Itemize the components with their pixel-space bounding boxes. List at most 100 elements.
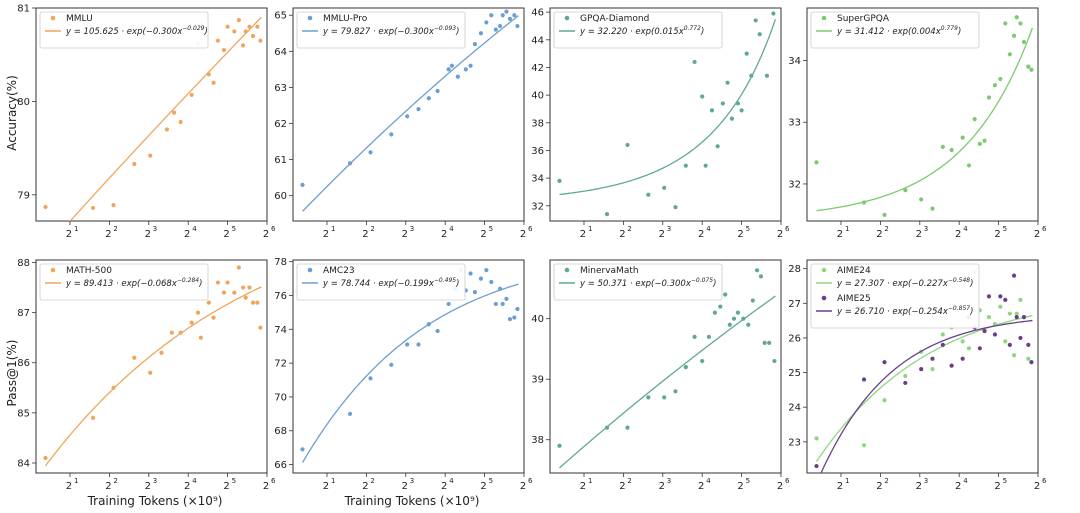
x-tick-exponent: 1 [74,477,78,485]
data-point [727,322,732,327]
x-tick-exponent: 4 [963,477,968,485]
y-tick-label: 28 [788,264,801,275]
data-point [940,332,945,337]
legend-box [296,11,466,49]
x-tick-label: 2 [402,481,408,492]
data-point [472,290,478,295]
x-tick-exponent: 6 [271,225,276,233]
x-tick-label: 2 [837,481,843,492]
plot-frame [806,259,1039,474]
plot-area [814,15,1034,217]
data-point [247,285,252,290]
data-point [478,31,484,36]
data-point [148,370,153,375]
data-point [507,317,513,322]
y-tick-label: 40 [531,91,544,102]
data-point [625,425,630,430]
x-tick-exponent: 4 [192,225,197,233]
x-tick-label: 2 [955,481,961,492]
data-point [814,160,819,165]
x-tick-exponent: 4 [706,225,711,233]
plot-area [300,268,520,463]
legend-fit-equation: y = 32.220 · exp(0.015x0.772) [579,25,704,37]
data-point [982,328,987,334]
data-point [206,300,211,305]
data-point [198,335,203,340]
fit-line [69,16,262,221]
y-tick-label: 88 [17,258,30,269]
y-tick-label: 62 [274,119,287,130]
data-point [949,363,954,368]
data-point [940,144,945,150]
data-point [446,67,451,72]
data-point [986,315,992,320]
data-point [484,268,489,273]
data-point [489,279,494,285]
data-point [646,395,651,400]
fit-line [559,19,777,196]
data-point [903,188,908,193]
data-point [731,316,737,321]
data-point [211,80,216,85]
data-point [1014,315,1019,320]
x-tick-label: 2 [994,481,1000,492]
data-point [1011,273,1017,278]
data-point [172,110,177,115]
x-tick-label: 2 [737,481,743,492]
x-tick-label: 2 [619,481,625,492]
data-point [504,9,509,14]
data-point [90,415,96,420]
y-tick-label: 25 [788,368,801,379]
data-point [703,163,708,168]
y-tick-label: 23 [788,437,801,448]
y-tick-label: 78 [274,257,287,268]
x-tick-exponent: 3 [153,225,157,233]
x-tick-exponent: 3 [667,225,671,233]
x-tick-exponent: 6 [1042,225,1047,233]
x-tick-label: 2 [737,229,743,240]
data-point [435,328,440,334]
x-tick-label: 2 [1034,229,1040,240]
legend-series-name: MinervaMath [580,266,639,276]
legend-series-name: MMLU-Pro [323,14,368,24]
x-tick-label: 2 [362,481,368,492]
x-tick-exponent: 2 [370,225,374,233]
data-point [468,271,473,276]
y-tick-label: 24 [788,403,801,414]
data-point [966,163,972,168]
legend-box [39,11,209,49]
legend-series-name: SuperGPQA [837,14,890,24]
legend-fit-equation: y = 50.371 · exp(−0.300x−0.075) [579,277,716,289]
legend-fit-equation: y = 26.710 · exp(−0.254x−0.857) [836,305,973,317]
data-point [389,362,394,367]
data-point [258,325,263,330]
data-point [998,304,1003,309]
data-point [512,315,517,320]
y-tick-label: 40 [531,314,544,325]
y-tick-label: 26 [788,333,801,344]
data-point [1003,21,1008,26]
x-tick-label: 2 [66,229,72,240]
x-tick-label: 2 [105,481,111,492]
x-tick-label: 2 [66,481,72,492]
x-tick-label: 2 [916,229,922,240]
x-tick-label: 2 [1034,481,1040,492]
data-point [405,342,410,347]
legend-box [810,263,980,329]
x-tick-label: 2 [619,229,625,240]
y-tick-label: 36 [531,146,544,157]
x-tick-exponent: 3 [924,225,928,233]
x-tick-exponent: 5 [489,477,493,485]
legend-fit-equation: y = 79.827 · exp(−0.300x−0.093) [322,25,459,37]
x-tick-label: 2 [876,229,882,240]
data-point [977,141,982,146]
data-point [715,144,720,149]
x-tick-label: 2 [105,229,111,240]
data-point [1018,21,1023,26]
data-point [1021,39,1027,45]
